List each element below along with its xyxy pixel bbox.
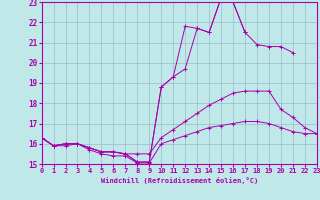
X-axis label: Windchill (Refroidissement éolien,°C): Windchill (Refroidissement éolien,°C) — [100, 177, 258, 184]
